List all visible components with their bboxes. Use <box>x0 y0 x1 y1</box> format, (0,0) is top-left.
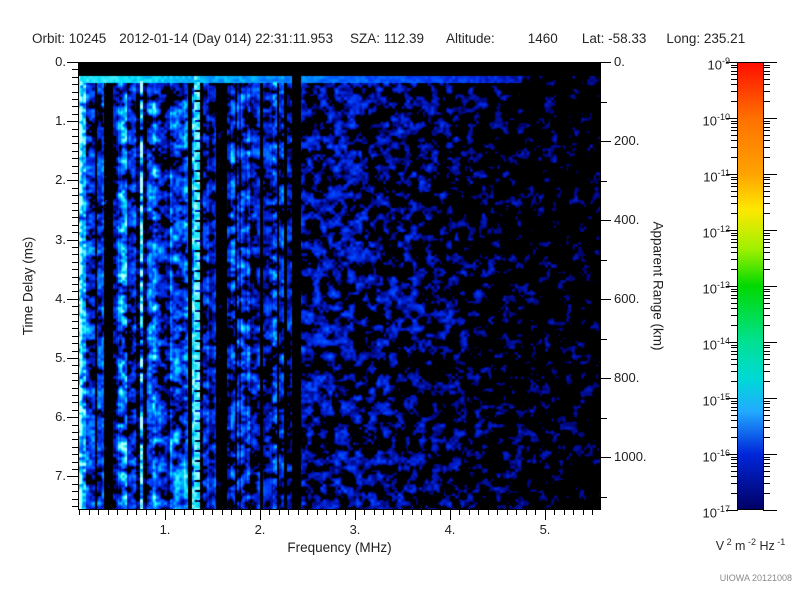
colorbar-tick-label: 10-14 <box>702 336 730 353</box>
x-tick-label: 2. <box>254 522 266 537</box>
y-tick-label: 1. <box>55 113 66 128</box>
colorbar-units-label: V 2 m -2 Hz -1 <box>715 537 786 554</box>
y-tick-label: 2. <box>55 172 66 187</box>
latitude-value: Lat: -58.33 <box>581 31 647 46</box>
y-tick-label: 5. <box>55 350 66 365</box>
y-tick-label: 4. <box>55 291 66 306</box>
y-tick-label: 3. <box>55 232 66 247</box>
colorbar-tick-label: 10-16 <box>702 448 730 465</box>
x-tick-label: 3. <box>349 522 361 537</box>
time-delay-axis-title: Time Delay (ms) <box>20 236 36 336</box>
watermark-text: UIOWA 20121008 <box>719 573 792 583</box>
y-tick-label: 7. <box>55 468 66 483</box>
altitude-value: 1460 <box>527 31 558 46</box>
range-tick-label: 600. <box>614 291 640 306</box>
y-tick-label: 6. <box>55 409 66 424</box>
datetime-value: 2012-01-14 (Day 014) 22:31:11.953 <box>119 31 333 46</box>
frequency-axis-title: Frequency (MHz) <box>287 540 392 555</box>
range-tick-label: 1000. <box>614 449 647 464</box>
metadata-header: Orbit: 10245 2012-01-14 (Day 014) 22:31:… <box>32 31 745 46</box>
colorbar-tick-label: 10-12 <box>702 224 730 241</box>
orbit-value: Orbit: 10245 <box>32 31 107 46</box>
colorbar-tick-label: 10-10 <box>702 112 730 129</box>
range-tick-label: 800. <box>614 370 640 385</box>
range-tick-label: 0. <box>614 54 625 69</box>
range-tick-label: 400. <box>614 212 640 227</box>
longitude-value: Long: 235.21 <box>666 31 746 46</box>
colorbar-tick-label: 10-11 <box>703 168 730 185</box>
colorbar-tick-label: 10-9 <box>707 56 730 73</box>
x-tick-label: 4. <box>444 522 456 537</box>
spectrogram-image <box>78 62 601 510</box>
colorbar-gradient <box>738 62 763 510</box>
colorbar-tick-label: 10-15 <box>702 392 730 409</box>
x-tick-label: 5. <box>539 522 551 537</box>
sza-value: SZA: 112.39 <box>349 31 424 46</box>
altitude-label: Altitude: <box>446 31 495 46</box>
x-tick-label: 1. <box>159 522 171 537</box>
range-tick-label: 200. <box>614 133 640 148</box>
apparent-range-axis-title: Apparent Range (km) <box>650 221 666 351</box>
colorbar-tick-label: 10-17 <box>702 504 730 521</box>
colorbar-tick-label: 10-13 <box>702 280 730 297</box>
y-tick-label: 0. <box>55 54 66 69</box>
